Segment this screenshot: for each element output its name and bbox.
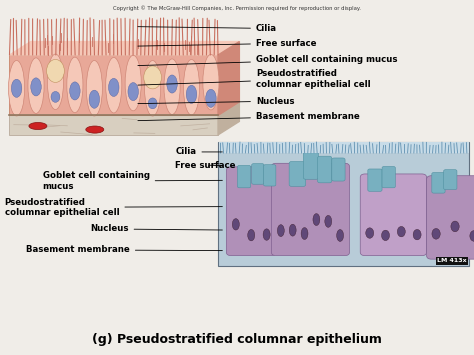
Ellipse shape	[183, 60, 200, 115]
Ellipse shape	[313, 214, 320, 225]
FancyBboxPatch shape	[252, 164, 264, 184]
Text: Pseudostratified
columnar epithelial cell: Pseudostratified columnar epithelial cel…	[138, 69, 371, 88]
Ellipse shape	[67, 57, 83, 113]
Ellipse shape	[46, 60, 64, 82]
Ellipse shape	[206, 89, 216, 107]
Ellipse shape	[413, 229, 421, 240]
Text: Basement membrane: Basement membrane	[26, 245, 222, 255]
Ellipse shape	[432, 229, 440, 239]
FancyBboxPatch shape	[368, 169, 382, 191]
Ellipse shape	[232, 219, 239, 230]
Ellipse shape	[164, 59, 180, 114]
Ellipse shape	[337, 230, 344, 241]
Polygon shape	[218, 102, 239, 135]
FancyBboxPatch shape	[264, 165, 276, 186]
Text: Goblet cell containing mucus: Goblet cell containing mucus	[138, 55, 398, 66]
FancyBboxPatch shape	[303, 151, 319, 179]
Ellipse shape	[325, 215, 332, 227]
Polygon shape	[218, 42, 239, 115]
FancyBboxPatch shape	[427, 176, 474, 259]
Polygon shape	[9, 42, 239, 55]
Text: Pseudostratified
columnar epithelial cell: Pseudostratified columnar epithelial cel…	[5, 198, 222, 217]
FancyBboxPatch shape	[432, 173, 445, 193]
Ellipse shape	[148, 98, 157, 109]
FancyBboxPatch shape	[289, 162, 306, 186]
Ellipse shape	[128, 83, 138, 101]
FancyBboxPatch shape	[237, 165, 251, 188]
FancyBboxPatch shape	[360, 174, 427, 256]
FancyBboxPatch shape	[332, 158, 345, 181]
Text: Copyright © The McGraw-Hill Companies, Inc. Permission required for reproduction: Copyright © The McGraw-Hill Companies, I…	[113, 5, 361, 11]
Text: (g) Pseudostratified columnar epithelium: (g) Pseudostratified columnar epithelium	[92, 333, 382, 346]
Ellipse shape	[248, 229, 255, 241]
Ellipse shape	[145, 60, 161, 116]
FancyBboxPatch shape	[9, 55, 218, 115]
Ellipse shape	[167, 75, 177, 93]
Ellipse shape	[289, 224, 296, 236]
Ellipse shape	[277, 225, 284, 236]
Ellipse shape	[51, 92, 60, 102]
Ellipse shape	[203, 54, 219, 110]
Ellipse shape	[31, 78, 41, 96]
FancyBboxPatch shape	[444, 170, 457, 190]
Text: Free surface: Free surface	[138, 39, 317, 48]
Ellipse shape	[28, 58, 44, 113]
FancyBboxPatch shape	[227, 167, 276, 256]
Ellipse shape	[9, 60, 25, 116]
Ellipse shape	[366, 228, 374, 238]
FancyBboxPatch shape	[382, 166, 395, 188]
Ellipse shape	[86, 126, 104, 133]
Polygon shape	[9, 102, 239, 115]
FancyBboxPatch shape	[271, 163, 350, 256]
Ellipse shape	[109, 78, 119, 97]
Text: Goblet cell containing
mucus: Goblet cell containing mucus	[43, 171, 222, 191]
Ellipse shape	[70, 82, 80, 100]
Ellipse shape	[86, 60, 102, 116]
FancyBboxPatch shape	[9, 115, 218, 135]
Ellipse shape	[89, 90, 100, 108]
Ellipse shape	[263, 229, 270, 240]
Ellipse shape	[397, 226, 405, 237]
Text: Free surface: Free surface	[175, 160, 236, 170]
Ellipse shape	[125, 55, 141, 111]
FancyBboxPatch shape	[219, 142, 469, 153]
Ellipse shape	[301, 228, 308, 240]
Ellipse shape	[382, 230, 390, 241]
Ellipse shape	[11, 79, 22, 97]
Ellipse shape	[470, 230, 474, 241]
Text: Basement membrane: Basement membrane	[138, 112, 360, 121]
Text: Cilia: Cilia	[175, 147, 222, 157]
Ellipse shape	[186, 85, 197, 103]
Ellipse shape	[106, 58, 122, 113]
FancyBboxPatch shape	[218, 142, 469, 266]
Ellipse shape	[47, 54, 64, 110]
FancyBboxPatch shape	[318, 156, 332, 183]
Text: Nucleus: Nucleus	[138, 97, 294, 106]
Text: Cilia: Cilia	[138, 24, 277, 33]
Ellipse shape	[144, 66, 162, 89]
Ellipse shape	[29, 122, 47, 130]
Text: LM 413x: LM 413x	[437, 258, 467, 263]
Ellipse shape	[451, 221, 459, 232]
Text: Nucleus: Nucleus	[90, 224, 222, 234]
